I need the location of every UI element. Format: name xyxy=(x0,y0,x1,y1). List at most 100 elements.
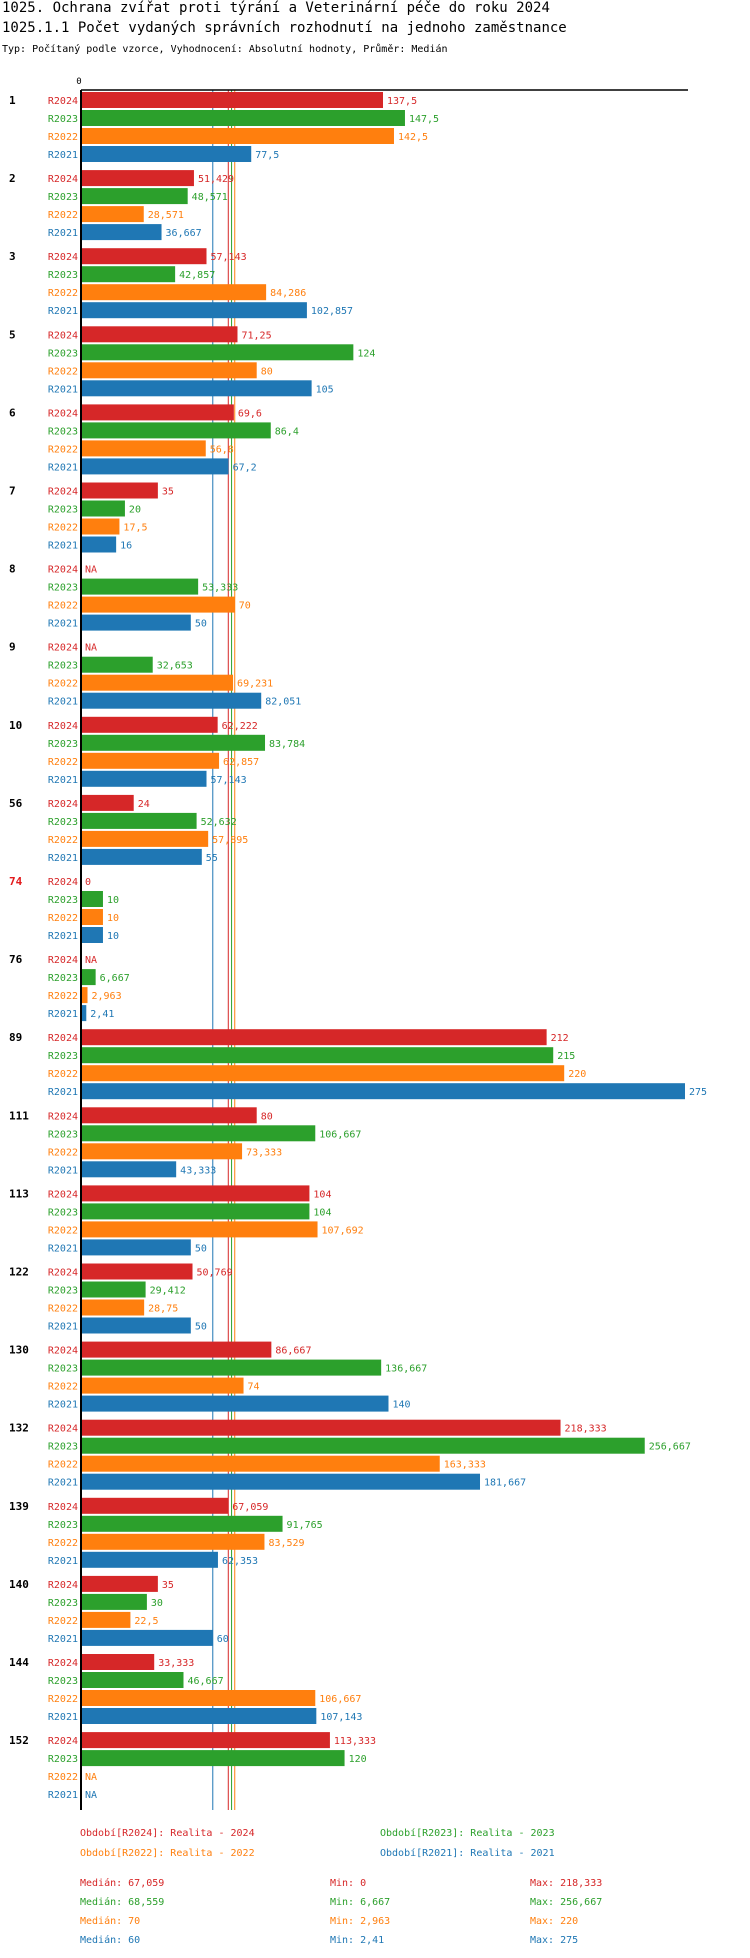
bar-R2021 xyxy=(81,1083,685,1100)
series-label: R2021 xyxy=(48,1322,78,1333)
stat-median-R2024: Medián: 67,059 xyxy=(80,1877,164,1889)
bar-R2024 xyxy=(81,482,158,499)
value-label: 102,857 xyxy=(311,306,353,317)
stat-median-R2021: Medián: 60 xyxy=(80,1934,140,1946)
value-label: 113,333 xyxy=(334,1736,376,1747)
series-label: R2022 xyxy=(48,1147,78,1158)
value-label: 105 xyxy=(316,384,334,395)
bar-R2024 xyxy=(81,1497,229,1514)
series-label: R2022 xyxy=(48,679,78,690)
series-label: R2022 xyxy=(48,991,78,1002)
bar-R2023 xyxy=(81,1125,316,1142)
value-label: 83,529 xyxy=(268,1538,304,1549)
bar-R2023 xyxy=(81,1281,146,1298)
bar-R2023 xyxy=(81,891,103,907)
series-label: R2022 xyxy=(48,1772,78,1783)
value-label: 20 xyxy=(129,505,141,516)
bar-R2024 xyxy=(81,1575,158,1592)
group-label-130: 130 xyxy=(9,1344,29,1357)
series-label: R2021 xyxy=(48,462,78,473)
chart-subtitle: 1025.1.1 Počet vydaných správních rozhod… xyxy=(2,20,567,36)
bar-R2021 xyxy=(81,927,103,943)
series-label: R2022 xyxy=(48,132,78,143)
value-label: 74 xyxy=(248,1382,260,1393)
bar-R2021 xyxy=(81,1005,87,1022)
series-label: R2021 xyxy=(48,1556,78,1567)
stat-min-R2024: Min: 0 xyxy=(330,1878,366,1889)
legend-item-R2021: Období[R2021]: Realita - 2021 xyxy=(380,1847,555,1859)
chart-description: Typ: Počítaný podle vzorce, Vyhodnocení:… xyxy=(2,44,448,55)
series-label: R2024 xyxy=(48,487,78,498)
series-label: R2023 xyxy=(48,348,78,359)
bar-R2022 xyxy=(81,1611,131,1628)
series-label: R2022 xyxy=(48,1538,78,1549)
bar-R2022 xyxy=(81,909,103,925)
value-label: 57,143 xyxy=(211,775,247,786)
value-label: 86,4 xyxy=(275,426,299,437)
legend-item-R2024: Období[R2024]: Realita - 2024 xyxy=(80,1827,255,1839)
series-label: R2021 xyxy=(48,384,78,395)
series-label: R2022 xyxy=(48,1694,78,1705)
stat-max-R2022: Max: 220 xyxy=(530,1916,578,1927)
value-label: 62,353 xyxy=(222,1556,258,1567)
value-label-na: NA xyxy=(85,643,97,654)
value-label-na: NA xyxy=(85,1772,97,1783)
bar-R2021 xyxy=(81,458,229,475)
value-label: 84,286 xyxy=(270,288,306,299)
series-label: R2023 xyxy=(48,1129,78,1140)
bar-R2021 xyxy=(81,536,117,553)
value-label: 57,143 xyxy=(211,252,247,263)
bar-R2021 xyxy=(81,1317,191,1334)
bar-R2022 xyxy=(81,830,209,847)
bar-R2023 xyxy=(81,578,199,595)
series-label: R2022 xyxy=(48,1225,78,1236)
bar-R2023 xyxy=(81,1750,345,1767)
value-label: 82,051 xyxy=(265,697,301,708)
series-label: R2024 xyxy=(48,1502,78,1513)
bar-R2022 xyxy=(81,987,88,1004)
series-label: R2024 xyxy=(48,1736,78,1747)
bar-R2021 xyxy=(81,1551,218,1568)
value-label: 67,2 xyxy=(233,462,257,473)
series-label: R2023 xyxy=(48,1754,78,1765)
axis-zero-label: 0 xyxy=(76,77,81,87)
value-label: 48,571 xyxy=(192,192,228,203)
bar-R2023 xyxy=(81,500,125,517)
value-label: 2,963 xyxy=(92,991,122,1002)
group-label-56: 56 xyxy=(9,797,23,810)
value-label: 16 xyxy=(120,541,132,552)
group-label-144: 144 xyxy=(9,1656,29,1669)
bar-R2022 xyxy=(81,596,235,613)
series-label: R2021 xyxy=(48,697,78,708)
series-label: R2023 xyxy=(48,817,78,828)
bar-R2021 xyxy=(81,1629,213,1646)
value-label: 43,333 xyxy=(180,1165,216,1176)
value-label: 69,231 xyxy=(237,679,273,690)
value-label: 106,667 xyxy=(319,1694,361,1705)
series-label: R2021 xyxy=(48,1165,78,1176)
legend-item-R2022: Období[R2022]: Realita - 2022 xyxy=(80,1847,255,1859)
group-label-74: 74 xyxy=(9,875,23,888)
bar-R2022 xyxy=(81,1455,440,1472)
series-label: R2021 xyxy=(48,306,78,317)
bar-R2024 xyxy=(81,170,194,187)
stat-max-R2021: Max: 275 xyxy=(530,1935,578,1946)
bar-R2023 xyxy=(81,344,354,361)
bar-R2023 xyxy=(81,1672,184,1688)
bar-R2023 xyxy=(81,1359,382,1376)
stat-min-R2022: Min: 2,963 xyxy=(330,1916,390,1927)
value-label: 136,667 xyxy=(385,1364,427,1375)
value-label: 36,667 xyxy=(166,228,202,239)
bar-R2022 xyxy=(81,1143,243,1160)
group-label-113: 113 xyxy=(9,1187,29,1200)
value-label: 46,667 xyxy=(187,1676,223,1687)
series-label: R2023 xyxy=(48,1442,78,1453)
stat-median-R2022: Medián: 70 xyxy=(80,1915,140,1927)
group-label-8: 8 xyxy=(9,563,16,576)
group-label-89: 89 xyxy=(9,1031,22,1044)
bar-R2022 xyxy=(81,440,206,457)
value-label: 28,75 xyxy=(148,1304,178,1315)
series-label: R2023 xyxy=(48,1051,78,1062)
series-label: R2024 xyxy=(48,1658,78,1669)
bar-R2024 xyxy=(81,1185,310,1202)
